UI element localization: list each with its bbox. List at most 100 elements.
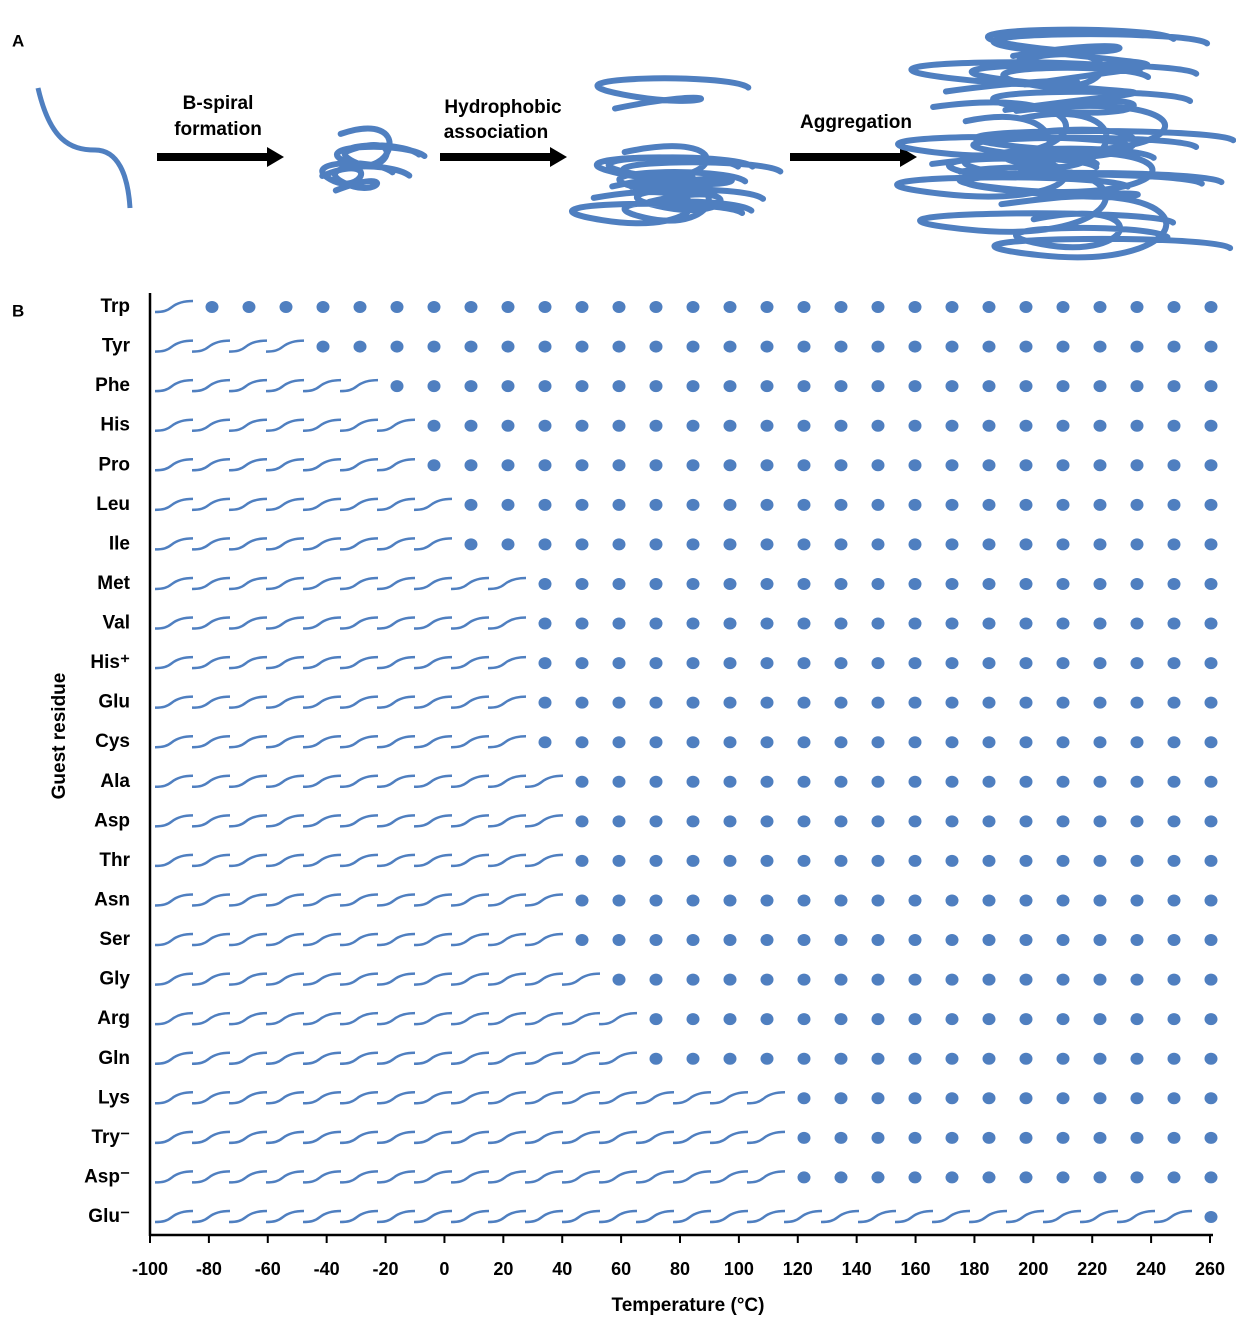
spiral <box>340 894 378 905</box>
aggregate <box>1131 894 1144 906</box>
aggregate <box>1057 934 1070 946</box>
aggregate <box>872 1013 885 1025</box>
spiral <box>525 855 563 866</box>
aggregate <box>724 934 737 946</box>
spiral <box>155 1211 193 1222</box>
spiral <box>932 1211 970 1222</box>
aggregate <box>1168 855 1181 867</box>
spiral <box>710 1171 748 1182</box>
aggregate <box>465 420 478 432</box>
spiral <box>155 974 193 985</box>
aggregate <box>1168 1171 1181 1183</box>
spiral <box>451 974 489 985</box>
aggregate <box>946 459 959 471</box>
spiral <box>266 974 304 985</box>
row-marks <box>155 420 1218 432</box>
aggregate <box>872 459 885 471</box>
spiral <box>229 1132 267 1143</box>
aggregate <box>687 974 700 986</box>
aggregate <box>909 380 922 392</box>
aggregate <box>798 736 811 748</box>
aggregate <box>983 618 996 630</box>
spiral <box>340 855 378 866</box>
aggregate <box>983 341 996 353</box>
row-marks <box>155 894 1218 906</box>
y-tick-label: Gln <box>98 1048 130 1069</box>
aggregate <box>1020 974 1033 986</box>
row-marks <box>155 499 1218 511</box>
spiral <box>192 934 230 945</box>
spiral <box>266 815 304 826</box>
aggregate <box>576 499 589 511</box>
aggregate <box>613 380 626 392</box>
spiral <box>266 420 304 431</box>
aggregate <box>687 301 700 313</box>
aggregate <box>983 934 996 946</box>
spiral <box>340 1171 378 1182</box>
x-tick-label: 220 <box>1077 1259 1107 1279</box>
aggregate <box>872 420 885 432</box>
spiral <box>340 974 378 985</box>
aggregate <box>613 776 626 788</box>
aggregate <box>1057 1132 1070 1144</box>
aggregate <box>613 618 626 630</box>
y-tick-label: Ser <box>99 929 130 950</box>
aggregate <box>391 380 404 392</box>
spiral <box>377 697 415 708</box>
aggregate <box>724 815 737 827</box>
aggregate <box>724 894 737 906</box>
spiral <box>525 1013 563 1024</box>
spiral <box>229 341 267 352</box>
spiral <box>451 697 489 708</box>
aggregate <box>1168 301 1181 313</box>
spiral <box>340 1132 378 1143</box>
aggregate <box>946 657 959 669</box>
aggregate <box>835 1053 848 1065</box>
aggregate <box>761 934 774 946</box>
aggregate <box>835 578 848 590</box>
spiral <box>266 657 304 668</box>
spiral <box>451 894 489 905</box>
row-marks <box>155 1171 1218 1183</box>
aggregate <box>613 459 626 471</box>
spiral <box>340 934 378 945</box>
aggregate <box>650 657 663 669</box>
aggregate <box>1168 776 1181 788</box>
aggregate <box>1020 657 1033 669</box>
aggregate <box>835 657 848 669</box>
spiral <box>414 538 452 549</box>
aggregate <box>761 538 774 550</box>
aggregate <box>1131 499 1144 511</box>
aggregate <box>687 934 700 946</box>
step-label: Hydrophobic <box>444 97 562 118</box>
aggregate <box>1205 657 1218 669</box>
spiral <box>192 815 230 826</box>
aggregate <box>835 974 848 986</box>
aggregate <box>687 855 700 867</box>
aggregate <box>1168 974 1181 986</box>
aggregate <box>650 578 663 590</box>
spiral <box>451 1013 489 1024</box>
spiral <box>562 1211 600 1222</box>
aggregate <box>613 815 626 827</box>
spiral <box>340 380 378 391</box>
aggregate <box>1168 420 1181 432</box>
aggregate <box>798 934 811 946</box>
spiral <box>1006 1211 1044 1222</box>
spiral <box>229 1092 267 1103</box>
aggregate <box>1131 1013 1144 1025</box>
aggregate <box>798 459 811 471</box>
aggregate <box>1020 499 1033 511</box>
spiral <box>1117 1211 1155 1222</box>
aggregate <box>650 1013 663 1025</box>
aggregate <box>872 776 885 788</box>
spiral <box>266 855 304 866</box>
spiral <box>747 1092 785 1103</box>
spiral <box>377 618 415 629</box>
spiral <box>340 420 378 431</box>
spiral <box>266 1013 304 1024</box>
spiral <box>192 1013 230 1024</box>
aggregate <box>761 380 774 392</box>
spiral <box>340 578 378 589</box>
aggregate <box>872 974 885 986</box>
